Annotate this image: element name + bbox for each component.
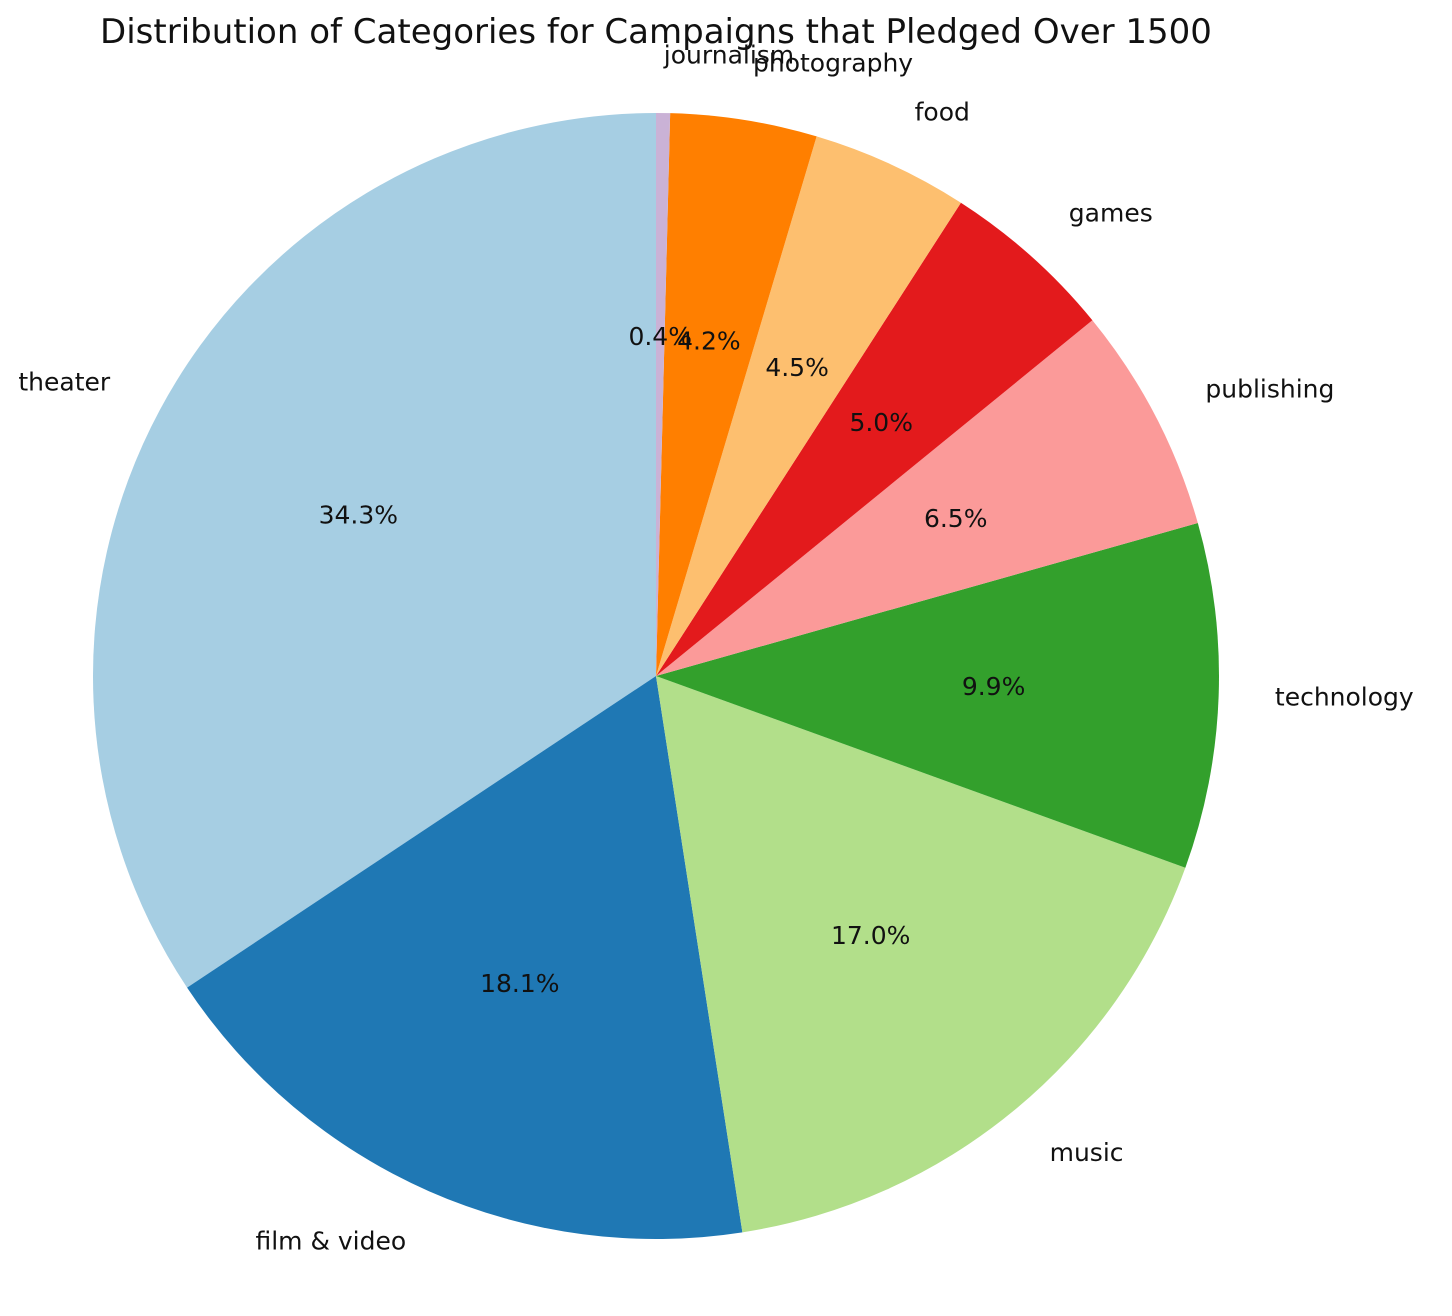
pie-slice-photography: [656, 113, 817, 677]
pct-label-theater: 34.3%: [319, 500, 398, 529]
pie-labels: theater 34.3% film & video 18.1% music 17.0% t…: [18, 41, 1414, 1256]
slice-label-food: food: [915, 97, 970, 126]
pct-label-journalism: 0.4%: [628, 322, 692, 351]
pct-label-publishing: 6.5%: [924, 504, 988, 533]
slice-label-journalism: journalism: [663, 41, 794, 70]
slice-label-film-video: film & video: [255, 1227, 406, 1256]
pct-label-food: 4.5%: [765, 353, 829, 382]
pct-label-technology: 9.9%: [962, 672, 1026, 701]
slice-label-photography: photography: [753, 48, 913, 77]
pie-slice-publishing: [656, 320, 1198, 676]
pie-slice-journalism: [656, 113, 671, 676]
pie-slice-theater: [92, 113, 656, 988]
pie-slices: [92, 113, 1220, 1240]
slice-label-theater: theater: [18, 367, 111, 396]
slice-label-publishing: publishing: [1205, 374, 1334, 403]
pct-label-games: 5.0%: [849, 408, 913, 437]
chart-title: Distribution of Categories for Campaigns…: [100, 12, 1212, 52]
slice-label-music: music: [1050, 1138, 1124, 1167]
slice-label-technology: technology: [1275, 682, 1414, 711]
pct-label-film-video: 18.1%: [480, 969, 559, 998]
pct-label-photography: 4.2%: [677, 326, 741, 355]
slice-label-games: games: [1069, 198, 1153, 227]
pie-slice-music: [656, 676, 1186, 1233]
pie-slice-technology: [656, 523, 1220, 868]
pie-slice-film-video: [187, 676, 743, 1240]
pie-slice-food: [656, 136, 961, 676]
pct-label-music: 17.0%: [831, 921, 910, 950]
pie-slice-games: [656, 202, 1093, 676]
